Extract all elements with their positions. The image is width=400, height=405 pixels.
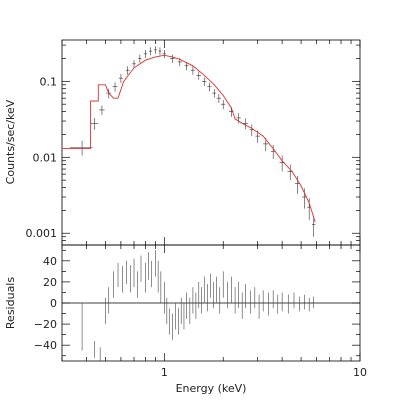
data-point bbox=[138, 54, 142, 63]
data-point bbox=[184, 61, 189, 71]
data-point bbox=[207, 82, 212, 92]
bottom-y-ticks: −40 −20 0 20 40 bbox=[34, 249, 360, 357]
data-point bbox=[221, 99, 226, 110]
data-point bbox=[249, 124, 254, 137]
data-point bbox=[112, 82, 118, 92]
bottom-y-tick-label: 40 bbox=[43, 255, 57, 268]
bottom-x-ticks: 1 10 bbox=[61, 245, 367, 379]
data-point bbox=[263, 137, 269, 152]
top-y-ticks: 0.001 0.01 0.1 bbox=[26, 44, 360, 241]
data-point bbox=[158, 47, 162, 56]
data-point bbox=[196, 71, 202, 80]
data-point bbox=[90, 117, 99, 130]
top-x-ticks bbox=[61, 40, 361, 245]
data-point bbox=[202, 77, 207, 86]
data-point bbox=[99, 105, 105, 116]
bottom-y-tick-label: −20 bbox=[34, 318, 57, 331]
data-point bbox=[143, 50, 147, 59]
data-point bbox=[216, 94, 222, 103]
residual-points bbox=[81, 250, 315, 361]
data-point bbox=[125, 66, 130, 75]
model-curve-path bbox=[62, 54, 316, 223]
top-y-tick-label: 0.001 bbox=[26, 227, 58, 240]
data-point bbox=[294, 175, 301, 194]
top-model-curve bbox=[62, 54, 316, 223]
data-point bbox=[148, 47, 152, 56]
bottom-y-tick-label: −40 bbox=[34, 339, 57, 352]
data-point bbox=[170, 54, 175, 63]
bottom-y-tick-label: 0 bbox=[50, 297, 57, 310]
data-point bbox=[191, 66, 195, 75]
bottom-y-tick-label: 20 bbox=[43, 276, 57, 289]
data-point bbox=[153, 46, 157, 54]
x-tick-label: 1 bbox=[161, 366, 168, 379]
top-panel: 0.001 0.01 0.1 Counts/sec/keV bbox=[4, 39, 361, 246]
top-data-points bbox=[70, 46, 316, 237]
data-point bbox=[132, 60, 136, 68]
bottom-panel: −40 −20 0 20 40 1 10 Residuals Energy (keV) bbox=[4, 244, 367, 395]
top-y-axis-label: Counts/sec/keV bbox=[4, 99, 17, 184]
data-point bbox=[243, 118, 248, 130]
top-y-tick-label: 0.01 bbox=[33, 151, 58, 164]
data-point bbox=[212, 89, 217, 98]
bottom-y-axis-label: Residuals bbox=[4, 277, 17, 329]
data-point bbox=[301, 188, 307, 209]
x-axis-label: Energy (keV) bbox=[176, 382, 247, 395]
data-point bbox=[311, 215, 316, 237]
data-point bbox=[307, 198, 312, 220]
data-point bbox=[118, 73, 124, 84]
top-panel-frame bbox=[61, 39, 361, 246]
data-point bbox=[162, 50, 167, 59]
top-y-tick-label: 0.1 bbox=[40, 75, 58, 88]
x-tick-label: 10 bbox=[353, 366, 367, 379]
